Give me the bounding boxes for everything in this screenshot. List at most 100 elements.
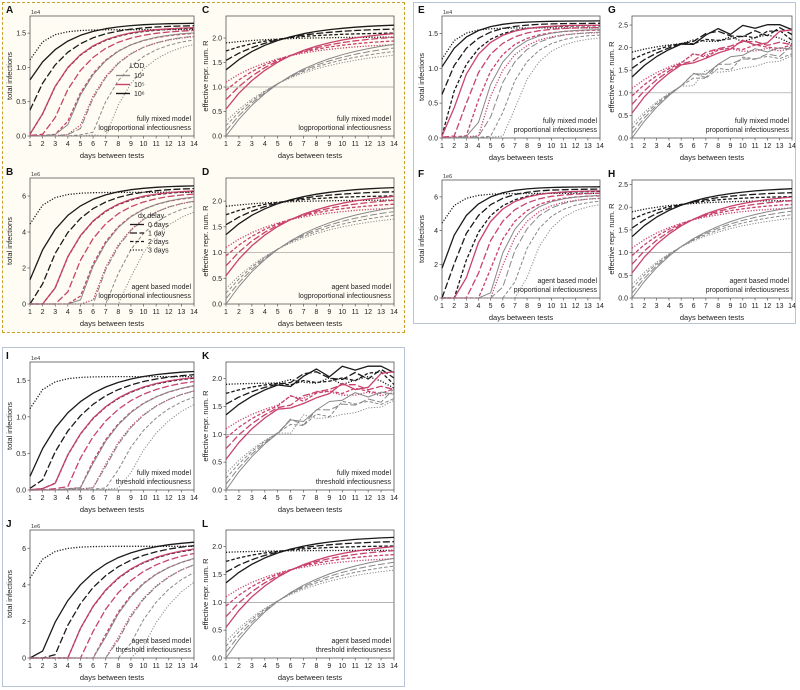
plot-frame (631, 179, 793, 299)
series-line-lod-2-delay-3 (225, 558, 395, 598)
y-tick-label: 1.0 (212, 432, 222, 439)
x-tick-label: 8 (315, 141, 319, 148)
x-tick-label: 3 (53, 495, 57, 502)
legend-title: LOD (130, 63, 144, 70)
legend-item: 10³ (134, 73, 145, 80)
y-tick-label: 1.0 (16, 414, 26, 421)
x-tick-label: 3 (655, 143, 659, 150)
x-tick-label: 2 (41, 309, 45, 316)
series-line-lod-3-delay-3 (631, 55, 793, 125)
panel-letter: F (418, 169, 424, 180)
x-tick-label: 2 (41, 495, 45, 502)
x-axis-label: days between tests (278, 505, 342, 514)
series-line-lod-3-delay-1 (225, 561, 395, 653)
x-tick-label: 6 (91, 309, 95, 316)
x-tick-label: 9 (537, 143, 541, 150)
x-tick-label: 10 (140, 309, 148, 316)
series-line-lod-2-delay-1 (225, 199, 395, 267)
x-tick-label: 5 (679, 303, 683, 310)
series-line-lod-3-delay-0 (631, 47, 793, 139)
y-axis-label: effective repr. num. R (201, 390, 210, 462)
x-tick-label: 11 (352, 495, 359, 502)
series-line-lod-2-delay-0 (225, 371, 395, 460)
y-tick-label: 0.5 (618, 273, 628, 280)
x-tick-label: 5 (276, 309, 280, 316)
x-tick-label: 7 (104, 141, 108, 148)
x-tick-label: 2 (237, 495, 241, 502)
x-tick-label: 4 (263, 309, 267, 316)
series-line-lod-2-delay-1 (441, 26, 601, 138)
x-tick-label: 9 (129, 141, 133, 148)
panel-caption: threshold infectiousness (316, 479, 392, 486)
series-line-lod-1-delay-1 (29, 25, 195, 111)
series-line-lod-2-delay-2 (441, 29, 601, 139)
y-tick-label: 0.5 (212, 628, 222, 635)
x-tick-label: 6 (289, 309, 293, 316)
x-tick-label: 9 (537, 303, 541, 310)
x-tick-label: 1 (224, 309, 228, 316)
x-tick-label: 2 (237, 663, 241, 670)
x-tick-label: 14 (390, 141, 398, 148)
y-axis-label: effective repr. num. R (201, 40, 210, 112)
x-tick-label: 11 (153, 141, 160, 148)
panel-caption: agent based model (537, 278, 597, 285)
x-tick-label: 8 (716, 303, 720, 310)
y-tick-label: 0.0 (212, 134, 222, 141)
x-tick-label: 3 (53, 309, 57, 316)
x-tick-label: 6 (289, 495, 293, 502)
series-line-lod-2-delay-0 (441, 24, 601, 137)
axis-multiplier: 1e4 (31, 356, 40, 362)
x-tick-label: 3 (250, 141, 254, 148)
series-line-lod-3-delay-0 (225, 207, 395, 305)
series-line-lod-3-delay-3 (30, 44, 195, 137)
x-tick-label: 4 (66, 495, 70, 502)
x-tick-label: 5 (79, 663, 83, 670)
series-line-lod-3-delay-0 (631, 207, 793, 299)
x-tick-label: 11 (560, 303, 567, 310)
series-line-lod-3-delay-3 (30, 404, 195, 491)
x-tick-label: 12 (763, 303, 771, 310)
x-tick-label: 10 (140, 663, 148, 670)
x-tick-label: 7 (302, 141, 306, 148)
x-tick-label: 2 (237, 309, 241, 316)
x-tick-label: 13 (776, 303, 784, 310)
panel-caption: proportional infectiousness (706, 127, 790, 134)
series-line-lod-1-delay-1 (441, 22, 601, 95)
x-axis-label: days between tests (489, 313, 553, 322)
series-line-lod-3-delay-3 (442, 37, 601, 139)
series-line-lod-2-delay-3 (225, 44, 395, 83)
x-tick-label: 6 (91, 141, 95, 148)
series-line-lod-2-delay-2 (225, 40, 395, 91)
series-line-lod-3-delay-0 (30, 557, 195, 659)
series-line-lod-2-delay-0 (29, 376, 195, 491)
y-tick-label: 0.0 (212, 302, 222, 309)
y-axis-label: total infections (5, 217, 14, 265)
y-tick-label: 1.0 (428, 66, 438, 73)
y-tick-label: 1.5 (212, 404, 222, 411)
x-tick-label: 13 (377, 495, 385, 502)
series-line-lod-1-delay-2 (225, 32, 395, 52)
x-axis-label: days between tests (680, 153, 744, 162)
panel-caption: logproportional infectiousness (298, 293, 391, 300)
x-tick-label: 10 (338, 495, 346, 502)
x-tick-label: 12 (165, 663, 173, 670)
series-line-lod-3-delay-3 (225, 569, 395, 642)
series-line-lod-2-delay-0 (225, 195, 395, 277)
series-line-lod-1-delay-2 (225, 545, 395, 563)
plot-frame (225, 15, 395, 137)
series-line-lod-1-delay-0 (441, 20, 601, 68)
series-line-lod-2-delay-0 (225, 32, 395, 110)
plot-frame (441, 15, 601, 139)
x-tick-label: 12 (572, 303, 580, 310)
y-tick-label: 0.5 (428, 101, 438, 108)
x-tick-label: 2 (642, 303, 646, 310)
x-tick-label: 12 (364, 663, 372, 670)
series-line-lod-3-delay-3 (30, 211, 195, 305)
axis-multiplier: 1e4 (443, 10, 452, 16)
x-tick-label: 14 (190, 663, 198, 670)
x-tick-label: 10 (547, 143, 555, 150)
y-tick-label: 1.0 (618, 250, 628, 257)
x-tick-label: 11 (153, 663, 160, 670)
